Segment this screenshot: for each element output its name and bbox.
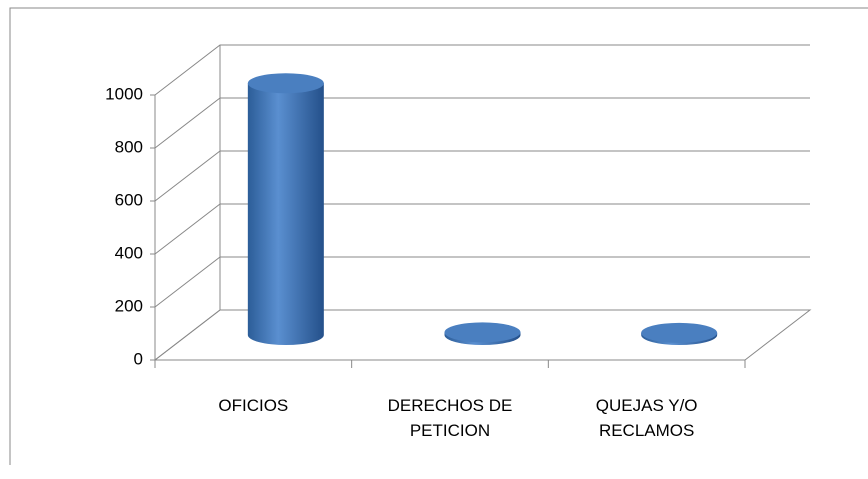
bar-top	[641, 322, 718, 343]
grid-line	[154, 309, 810, 361]
x-tick-label: OFICIOS	[218, 396, 289, 415]
y-tick-label: 200	[115, 296, 143, 315]
bar-top	[444, 322, 521, 343]
x-tick-label: DERECHOS DE PETICION	[387, 396, 513, 440]
chart-frame	[9, 7, 868, 465]
grid-line	[154, 44, 810, 96]
y-tick-label: 600	[115, 190, 143, 209]
y-tick-label: 400	[115, 243, 143, 262]
y-tick-label: 800	[115, 137, 143, 156]
bar	[247, 83, 324, 345]
bar-top	[247, 73, 324, 94]
grid-line	[154, 256, 810, 308]
y-tick-label: 0	[134, 349, 143, 368]
x-tick-label: QUEJAS Y/O RECLAMOS	[595, 396, 698, 440]
grid-line	[154, 203, 810, 255]
grid-line	[154, 97, 810, 149]
grid-line	[154, 150, 810, 202]
y-tick-label: 1000	[105, 84, 143, 103]
